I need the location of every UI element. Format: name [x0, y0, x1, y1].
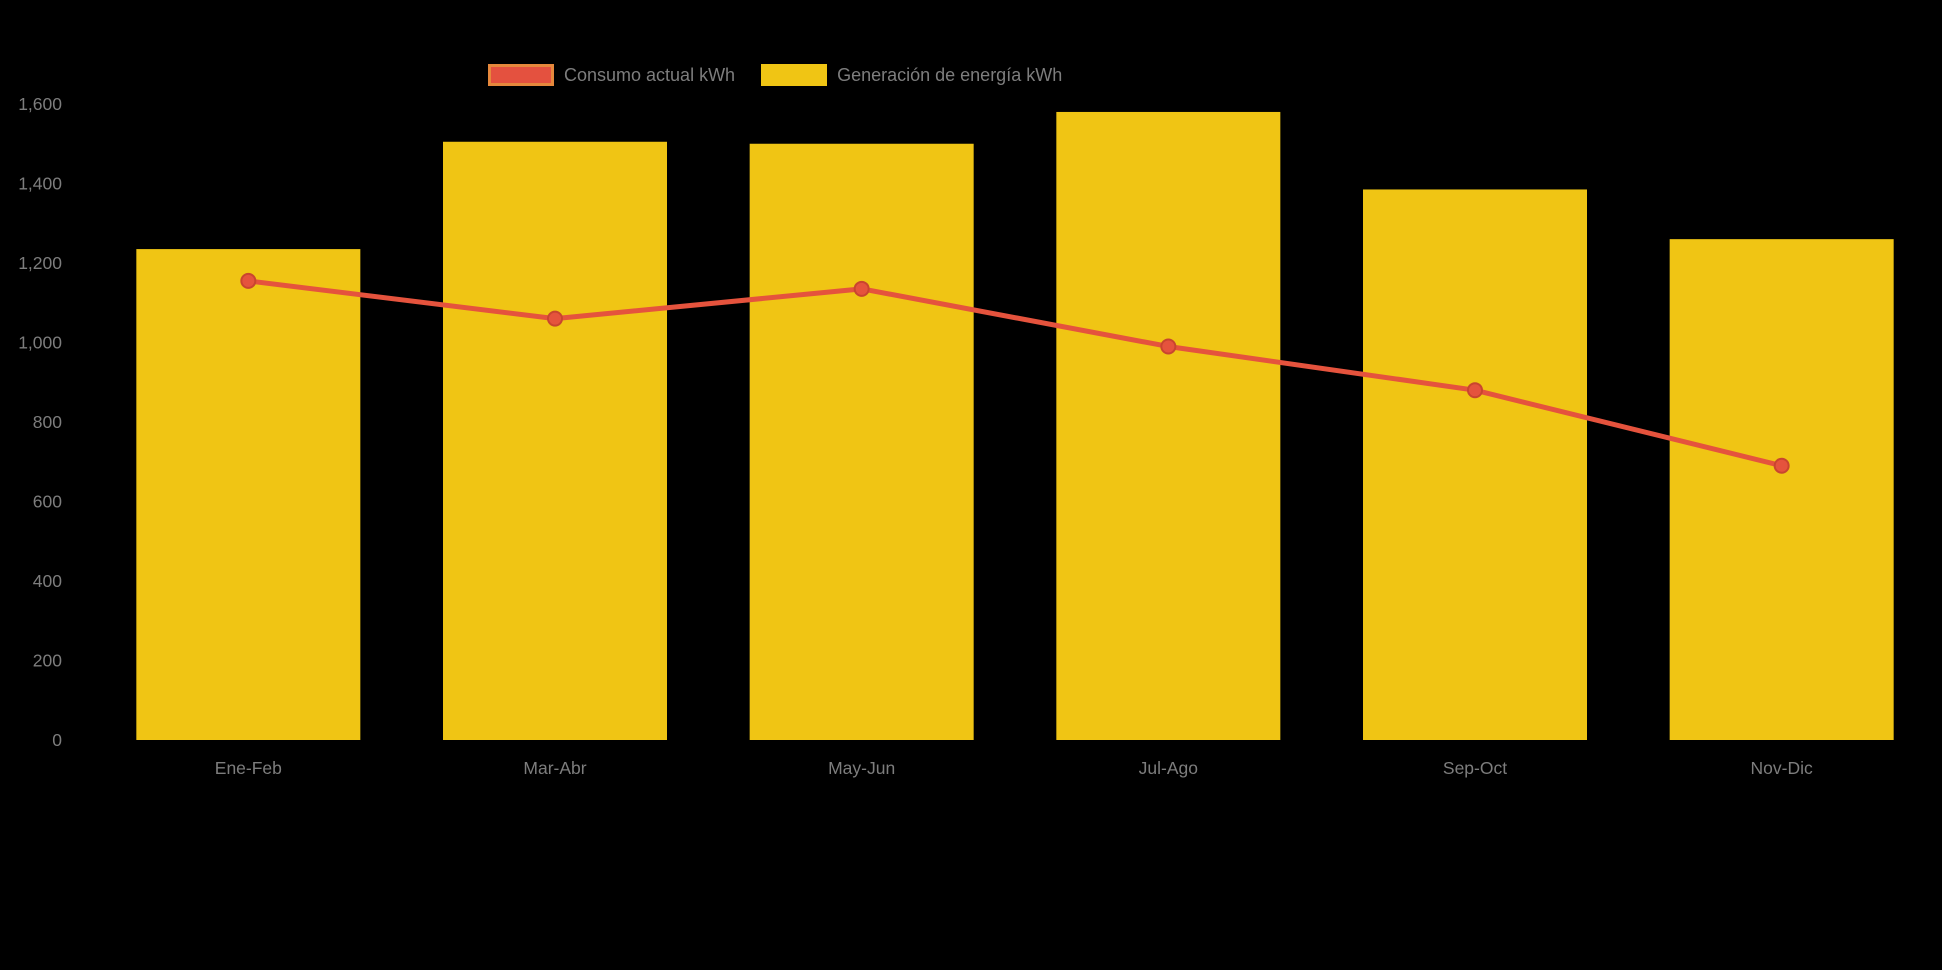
y-axis-tick-label: 1,600 [18, 94, 62, 114]
y-axis-tick-label: 1,200 [18, 253, 62, 273]
x-axis-category-label: May-Jun [828, 758, 895, 778]
generacion-bar[interactable] [1056, 111, 1281, 740]
x-axis-category-label: Mar-Abr [523, 758, 586, 778]
generacion-bar[interactable] [1363, 189, 1587, 740]
chart-legend: Consumo actual kWh Generación de energía… [488, 64, 1062, 86]
generacion-bar[interactable] [1669, 239, 1894, 740]
y-axis-tick-label: 0 [52, 730, 62, 750]
legend-item-consumo[interactable]: Consumo actual kWh [488, 64, 735, 86]
consumo-line-point[interactable] [1467, 382, 1483, 399]
consumo-legend-swatch [488, 64, 554, 86]
y-axis-tick-label: 1,000 [18, 333, 62, 353]
generacion-bar[interactable] [443, 141, 667, 740]
y-axis-tick-label: 200 [33, 651, 62, 671]
consumo-line-point[interactable] [240, 272, 257, 289]
y-axis-tick-label: 600 [33, 492, 62, 512]
consumo-line [245, 278, 1785, 469]
generacion-legend-swatch [761, 64, 828, 86]
consumo-line-point[interactable] [1160, 338, 1177, 355]
generacion-legend-label: Generación de energía kWh [837, 65, 1063, 85]
generacion-bar[interactable] [749, 143, 974, 740]
legend-item-generacion[interactable]: Generación de energía kWh [761, 64, 1062, 86]
consumo-line-point[interactable] [1773, 457, 1790, 474]
x-axis-category-label: Nov-Dic [1751, 758, 1813, 778]
y-axis-tick-label: 800 [33, 412, 62, 432]
y-axis-tick-label: 400 [33, 571, 62, 591]
consumo-line-point[interactable] [547, 310, 563, 327]
x-axis-category-label: Ene-Feb [215, 758, 282, 778]
x-axis-category-label: Sep-Oct [1443, 758, 1507, 778]
y-axis-tick-label: 1,400 [18, 174, 62, 194]
consumo-legend-label: Consumo actual kWh [564, 65, 736, 85]
generacion-bar[interactable] [136, 249, 361, 740]
consumo-line-point[interactable] [853, 280, 870, 297]
x-axis-category-label: Jul-Ago [1139, 758, 1198, 778]
